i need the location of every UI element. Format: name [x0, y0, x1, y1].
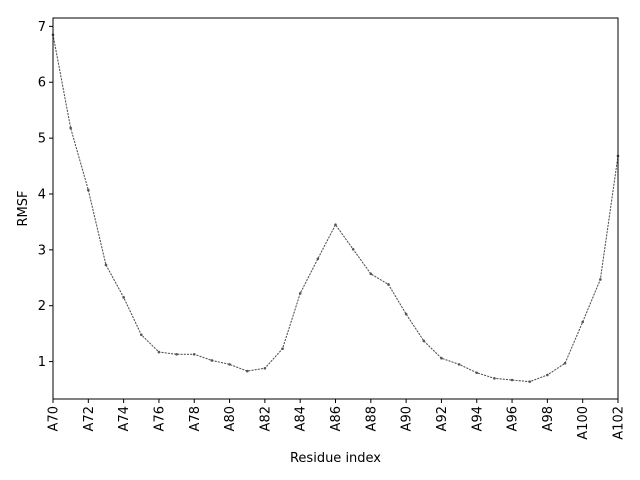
- x-tick-label: A90: [400, 406, 415, 431]
- rmsf-data-point: [387, 283, 390, 286]
- rmsf-data-point: [475, 371, 479, 375]
- x-tick-label: A92: [435, 406, 450, 431]
- y-axis: 1 2 3 4 5 6 7: [38, 20, 53, 370]
- rmsf-data-point: [157, 350, 161, 354]
- rmsf-data-point: [192, 353, 196, 356]
- rmsf-data-point: [404, 312, 408, 316]
- rmsf-data-point: [87, 188, 90, 192]
- y-tick-label: 5: [38, 132, 46, 147]
- y-tick-label: 7: [38, 20, 46, 35]
- x-tick-label: A80: [223, 406, 238, 431]
- y-tick-label: 2: [38, 299, 46, 314]
- plot-background: [53, 18, 618, 399]
- x-tick-label: A78: [188, 406, 203, 431]
- y-tick-label: 4: [38, 187, 46, 202]
- x-axis: A70 A72 A74 A76 A78 A80 A82 A84 A86 A88 A90 A92 A94 A…: [47, 399, 627, 440]
- x-tick-label: A98: [541, 406, 556, 431]
- plot-frame: [52, 17, 619, 400]
- x-tick-label: A70: [47, 406, 62, 431]
- x-tick-label: A88: [364, 406, 379, 431]
- rmsf-data-point: [122, 296, 125, 299]
- rmsf-data-point: [493, 377, 496, 380]
- rmsf-data-point: [210, 359, 214, 362]
- rmsf-data-point: [510, 378, 514, 382]
- rmsf-data-point: [422, 339, 426, 343]
- rmsf-data-point: [546, 373, 549, 377]
- rmsf-data-point: [563, 361, 567, 365]
- rmsf-data-point: [599, 278, 602, 281]
- x-tick-label: A82: [258, 406, 273, 431]
- rmsf-data-point: [139, 333, 143, 337]
- rmsf-data-point: [581, 320, 584, 324]
- x-tick-label: A102: [612, 406, 627, 440]
- x-tick-label: A74: [117, 406, 132, 431]
- rmsf-data-point: [281, 347, 284, 351]
- rmsf-data-point: [245, 369, 249, 373]
- rmsf-data-point: [457, 363, 461, 366]
- rmsf-series-line: [52, 34, 619, 383]
- rmsf-data-point: [528, 380, 532, 383]
- rmsf-data-point: [263, 366, 267, 370]
- y-tick-label: 3: [38, 243, 46, 258]
- rmsf-data-point: [228, 363, 231, 366]
- rmsf-data-point: [316, 257, 320, 261]
- rmsf-data-point: [175, 353, 178, 356]
- x-axis-label: Residue index: [290, 451, 381, 466]
- y-tick-label: 1: [38, 355, 46, 370]
- rmsf-data-point: [334, 223, 337, 227]
- rmsf-data-point: [369, 272, 373, 276]
- x-tick-label: A86: [329, 406, 344, 431]
- x-tick-label: A100: [576, 406, 591, 440]
- rmsf-data-point: [440, 356, 443, 360]
- rmsf-data-point: [351, 247, 355, 251]
- y-axis-label: RMSF: [16, 191, 31, 227]
- x-tick-label: A76: [152, 406, 167, 431]
- rmsf-data-point: [69, 126, 72, 130]
- series-layer: [51, 33, 620, 383]
- x-tick-label: A96: [506, 406, 521, 431]
- x-tick-label: A94: [470, 406, 485, 431]
- y-tick-label: 6: [38, 76, 46, 91]
- rmsf-data-point: [298, 292, 302, 295]
- x-tick-label: A72: [82, 406, 97, 431]
- rmsf-data-point: [104, 263, 108, 267]
- x-tick-label: A84: [294, 406, 309, 431]
